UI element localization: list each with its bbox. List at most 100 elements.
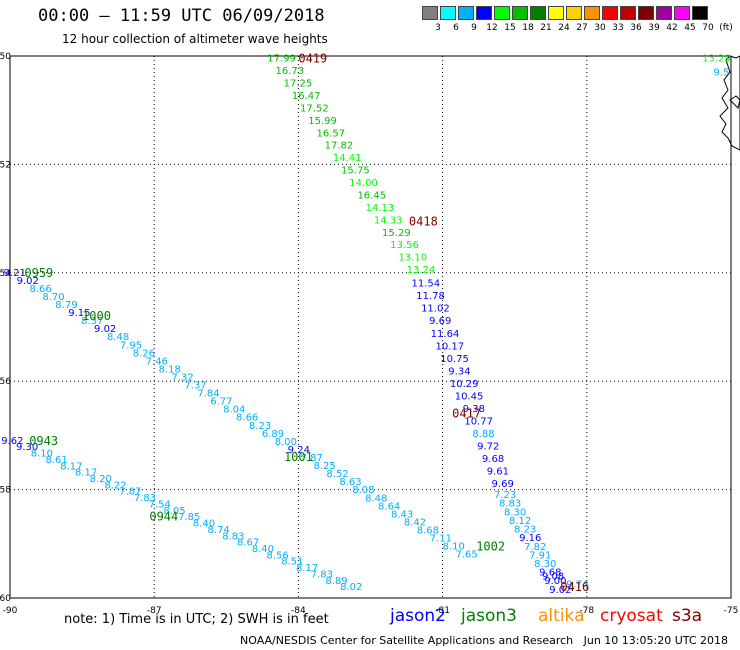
swh-label: 15.75 xyxy=(341,166,370,177)
swh-label: 8.56 xyxy=(266,550,288,561)
swh-label: 8.18 xyxy=(159,364,181,375)
scale-swatch xyxy=(548,6,564,20)
swh-label: 8.61 xyxy=(45,455,67,466)
y-tick-label: -54 xyxy=(0,269,11,279)
swh-label: 17.82 xyxy=(325,141,354,152)
swh-label: 8.51 xyxy=(281,557,303,568)
swh-label: 7.23 xyxy=(494,490,516,501)
page-subtitle: 12 hour collection of altimeter wave hei… xyxy=(62,32,328,46)
scale-label: 12 xyxy=(486,23,498,33)
scale-label: 39 xyxy=(648,23,660,33)
note-text: note: 1) Time is in UTC; 2) SWH is in fe… xyxy=(64,612,329,627)
swh-label: 8.08 xyxy=(352,485,374,496)
swh-label: 7.87 xyxy=(119,487,141,498)
swh-label: 8.40 xyxy=(193,519,215,530)
swh-label: 9.68 xyxy=(482,454,504,465)
time-label: 0959 xyxy=(24,266,53,280)
scale-label: 45 xyxy=(684,23,696,33)
swh-label: 17.52 xyxy=(300,103,329,114)
swh-label: 7.82 xyxy=(524,542,546,553)
swh-label: 11.02 xyxy=(421,304,450,315)
time-label: 0417 xyxy=(452,407,481,421)
time-label: 0418 xyxy=(409,214,438,228)
swh-label: 17.99 xyxy=(267,54,296,65)
scale-label: 36 xyxy=(630,23,642,33)
swh-label: 8.30 xyxy=(534,559,556,570)
swh-label: 9.02 xyxy=(94,324,116,335)
swh-label: 8.02 xyxy=(340,582,362,593)
scale-swatch xyxy=(674,6,690,20)
swh-label: 8.64 xyxy=(378,501,400,512)
swh-label: 8.37 xyxy=(81,316,103,327)
time-label: 0416 xyxy=(560,580,589,594)
time-annotations: 0419 0418 0417 0416 0959 1000 1001 1002 0943 0944 xyxy=(24,52,589,594)
scale-swatch xyxy=(584,6,600,20)
x-tick-label: -81 xyxy=(435,606,450,616)
swh-label: 8.89 xyxy=(325,576,347,587)
scale-label: 24 xyxy=(558,23,570,33)
scale-unit: (ft) xyxy=(719,23,733,33)
swh-label: 7.91 xyxy=(529,550,551,561)
swh-label: 6.77 xyxy=(210,397,232,408)
swh-label: 8.52 xyxy=(326,469,348,480)
swh-label: 11.64 xyxy=(431,329,460,340)
y-tick-label: -56 xyxy=(0,377,11,387)
swh-label: 16.57 xyxy=(316,128,345,139)
swh-label: 8.17 xyxy=(296,563,318,574)
legend-jason2: jason2 xyxy=(390,606,446,626)
swh-label: 9.15 xyxy=(68,308,90,319)
swh-label: 7.46 xyxy=(146,356,168,367)
swh-label: 14.33 xyxy=(374,215,403,226)
x-tick-label: -87 xyxy=(147,606,162,616)
scale-label: 9 xyxy=(471,23,477,33)
swh-label: 8.12 xyxy=(509,516,531,527)
swh-label: 9.5 xyxy=(713,67,729,78)
time-label: 1000 xyxy=(82,309,111,323)
swh-label: 16.47 xyxy=(292,91,321,102)
x-tick-label: -78 xyxy=(579,606,594,616)
y-tick-label: -50 xyxy=(0,52,11,62)
scale-label: 27 xyxy=(576,23,588,33)
swh-label: 8.63 xyxy=(339,477,361,488)
swh-label: 8.10 xyxy=(443,542,465,553)
swh-label: 17.25 xyxy=(284,79,313,90)
swh-label: 8.30 xyxy=(504,507,526,518)
swh-label: 9.30 xyxy=(16,442,38,453)
swh-label: 10.45 xyxy=(455,391,484,402)
swh-label: 8.00 xyxy=(275,437,297,448)
swh-label: 9.02 xyxy=(549,585,571,596)
swh-label: 8.48 xyxy=(107,332,129,343)
swh-label: 8.79 xyxy=(55,300,77,311)
swh-label: 9.68 xyxy=(539,568,561,579)
swh-label: 8.22 xyxy=(104,480,126,491)
scale-label: 18 xyxy=(522,23,534,33)
swh-label: 8.20 xyxy=(90,474,112,485)
swh-label: 9.38 xyxy=(463,404,485,415)
scale-label: 15 xyxy=(504,23,516,33)
swh-label: 7.32 xyxy=(171,372,193,383)
scale-label: 3 xyxy=(435,23,441,33)
swh-label: 7.87 xyxy=(301,453,323,464)
swh-label: 9.69 xyxy=(429,316,451,327)
swh-label: 8.10 xyxy=(31,449,53,460)
swh-label: 14.41 xyxy=(333,153,362,164)
swh-label: 10.75 xyxy=(440,354,469,365)
scale-label: 42 xyxy=(666,23,678,33)
swh-label: 9.34 xyxy=(448,366,470,377)
scale-swatch xyxy=(620,6,636,20)
scale-label: 33 xyxy=(612,23,624,33)
swh-label: 9.02 xyxy=(17,276,39,287)
swh-label: 8.17 xyxy=(60,461,82,472)
swh-label: 9.08 xyxy=(542,571,564,582)
swh-label: 16.45 xyxy=(357,190,386,201)
legend-jason3: jason3 xyxy=(461,606,517,626)
swh-label: 10.77 xyxy=(464,417,493,428)
swh-label: 9.21 xyxy=(4,268,26,279)
swh-label: 15.29 xyxy=(382,228,411,239)
page-title: 00:00 – 11:59 UTC 06/09/2018 xyxy=(38,6,325,26)
swh-label: 7.54 xyxy=(149,499,171,510)
swh-label: 7.84 xyxy=(197,389,219,400)
coastline-shape xyxy=(729,95,740,109)
swh-label: 7.37 xyxy=(184,381,206,392)
scale-swatch xyxy=(476,6,492,20)
